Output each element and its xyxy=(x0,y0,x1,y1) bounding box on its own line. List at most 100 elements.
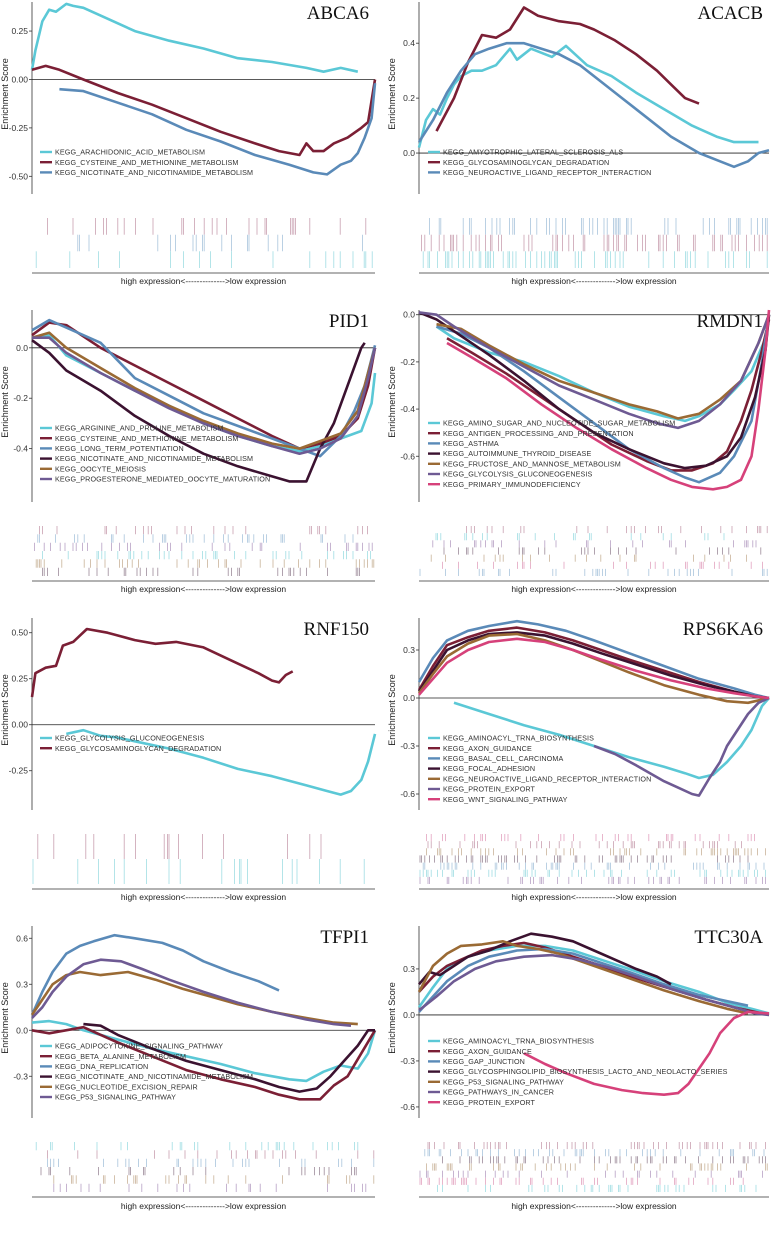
gene-title: ABCA6 xyxy=(307,3,369,24)
legend-label: KEGG_GLYCOLYSIS_GLUCONEOGENESIS xyxy=(55,734,205,743)
y-tick-label: 0.3 xyxy=(403,964,415,974)
legend-label: KEGG_AMINOACYL_TRNA_BIOSYNTHESIS xyxy=(443,1037,594,1046)
y-axis-label: Enrichment Score xyxy=(0,982,10,1054)
legend-label: KEGG_NICOTINATE_AND_NICOTINAMIDE_METABOL… xyxy=(55,168,253,177)
es-curve-kegg-cysteine-and-methionine-metabolism xyxy=(31,64,377,157)
y-tick-label: 0.3 xyxy=(16,979,28,989)
hit-barcode xyxy=(35,218,373,268)
x-axis-label: high expression<-------------->low expre… xyxy=(511,1201,677,1211)
y-tick-label: 0.0 xyxy=(16,1025,28,1035)
legend-label: KEGG_BETA_ALANINE_METABOLISM xyxy=(55,1052,186,1061)
gene-title: PID1 xyxy=(329,311,369,332)
legend-label: KEGG_AXON_GUIDANCE xyxy=(443,744,532,753)
es-curve-kegg-glycosaminoglycan-degradation xyxy=(435,6,700,132)
es-curve-kegg-neuroactive-ligand-receptor-interaction xyxy=(417,632,770,705)
es-curve-kegg-protein-export xyxy=(593,696,770,797)
y-tick-label: 0.25 xyxy=(11,674,28,684)
es-curve-kegg-p53-signaling-pathway xyxy=(417,940,749,1015)
legend-label: KEGG_PROTEIN_EXPORT xyxy=(443,785,536,794)
es-curve-kegg-pathways-in-cancer xyxy=(418,953,770,1017)
es-curve-kegg-nicotinate-and-nicotinamide-metabolism xyxy=(59,83,377,176)
panel-rmdn1: 0.0 -0.2 -0.4 -0.6 Enrichment Score RMDN1 KEGG… xyxy=(387,309,771,594)
x-axis-label: high expression<-------------->low expre… xyxy=(511,276,677,286)
legend-label: KEGG_AMINOACYL_TRNA_BIOSYNTHESIS xyxy=(443,734,594,743)
legend-label: KEGG_GLYCOSAMINOGLYCAN_DEGRADATION xyxy=(55,744,221,753)
legend-label: KEGG_PATHWAYS_IN_CANCER xyxy=(443,1088,554,1097)
y-tick-label: -0.2 xyxy=(13,393,28,403)
legend-label: KEGG_GLYCOLYSIS_GLUCONEOGENESIS xyxy=(443,470,593,479)
es-curve-kegg-wnt-signaling-pathway xyxy=(418,637,770,700)
es-curve-kegg-autoimmune-thyroid-disease xyxy=(418,311,771,470)
legend-label: KEGG_PRIMARY_IMMUNODEFICIENCY xyxy=(443,480,581,489)
es-curve-kegg-glycolysis-gluconeogenesis xyxy=(418,311,771,430)
y-tick-label: 0.3 xyxy=(403,645,415,655)
y-tick-label: -0.25 xyxy=(9,766,29,776)
hit-barcode xyxy=(34,526,375,576)
y-tick-label: -0.2 xyxy=(400,357,415,367)
y-tick-label: -0.50 xyxy=(9,171,29,181)
es-curve-kegg-primary-immunodeficiency xyxy=(446,309,771,491)
es-curve-kegg-beta-alanine-metabolism xyxy=(31,1025,377,1101)
gene-title: TFPI1 xyxy=(320,927,369,948)
es-curve-kegg-long-term-potentiation xyxy=(31,318,377,458)
legend-label: KEGG_DNA_REPLICATION xyxy=(55,1062,148,1071)
legend-label: KEGG_OOCYTE_MEIOSIS xyxy=(55,464,146,473)
es-curve-kegg-focal-adhesion xyxy=(417,631,770,700)
hit-barcode xyxy=(419,834,766,884)
legend-label: KEGG_P53_SIGNALING_PATHWAY xyxy=(55,1093,176,1102)
es-curve-kegg-glycolysis-gluconeogenesis xyxy=(66,728,377,796)
es-curve-kegg-protein-export xyxy=(523,1010,770,1096)
legend-label: KEGG_AUTOIMMUNE_THYROID_DISEASE xyxy=(443,449,591,458)
gene-title: ACACB xyxy=(698,3,763,24)
y-tick-label: 0.4 xyxy=(403,38,415,48)
es-curve-kegg-axon-guidance xyxy=(418,941,770,1017)
legend-label: KEGG_BASAL_CELL_CARCINOMA xyxy=(443,754,563,763)
panel-acacb: 0.4 0.2 0.0 Enrichment Score ACACB KEGG_AMYOT… xyxy=(387,2,770,286)
panel-rps6ka6: 0.3 0.0 -0.3 -0.6 Enrichment Score RPS6KA6 KEG… xyxy=(387,618,770,902)
panel-tfpi1: 0.6 0.3 0.0 -0.3 Enrichment Score TFPI1 KEGG_A… xyxy=(0,926,377,1211)
panel-ttc30a: 0.3 0.0 -0.3 -0.6 Enrichment Score TTC30A KEGG… xyxy=(387,926,770,1211)
x-axis-label: high expression<-------------->low expre… xyxy=(511,892,677,902)
x-axis-label: high expression<-------------->low expre… xyxy=(121,1201,287,1211)
y-tick-label: 0.0 xyxy=(403,148,415,158)
legend-label: KEGG_NEUROACTIVE_LIGAND_RECEPTOR_INTERAC… xyxy=(443,168,651,177)
y-tick-label: -0.6 xyxy=(400,451,415,461)
legend-label: KEGG_WNT_SIGNALING_PATHWAY xyxy=(443,795,568,804)
es-curve-kegg-arachidonic-acid-metabolism xyxy=(30,2,359,73)
hit-barcode xyxy=(419,526,768,576)
y-tick-label: 0.25 xyxy=(11,26,28,36)
legend-label: KEGG_CYSTEINE_AND_METHIONINE_METABOLISM xyxy=(55,434,239,443)
legend-label: KEGG_NICOTINATE_AND_NICOTINAMIDE_METABOL… xyxy=(55,454,253,463)
es-curve-kegg-neuroactive-ligand-receptor-interaction xyxy=(417,41,770,169)
legend-label: KEGG_AMYOTROPHIC_LATERAL_SCLEROSIS_ALS xyxy=(443,148,623,157)
legend-label: KEGG_ADIPOCYTOKINE_SIGNALING_PATHWAY xyxy=(55,1042,223,1051)
legend-label: KEGG_P53_SIGNALING_PATHWAY xyxy=(443,1077,564,1086)
legend-label: KEGG_AXON_GUIDANCE xyxy=(443,1047,532,1056)
es-curve-kegg-asthma xyxy=(436,314,771,484)
y-tick-label: 0.00 xyxy=(11,720,28,730)
legend-label: KEGG_PROTEIN_EXPORT xyxy=(443,1098,536,1107)
y-tick-label: -0.6 xyxy=(400,789,415,799)
gene-title: TTC30A xyxy=(694,927,763,948)
legend-label: KEGG_ARACHIDONIC_ACID_METABOLISM xyxy=(55,148,205,157)
es-curve-kegg-nicotinate-and-nicotinamide-metabolism xyxy=(83,1022,375,1093)
panel-rnf150: 0.50 0.25 0.00 -0.25 Enrichment Score RNF150 K… xyxy=(0,618,377,902)
legend-label: KEGG_ANTIGEN_PROCESSING_AND_PRESENTATION xyxy=(443,429,634,438)
x-axis-label: high expression<-------------->low expre… xyxy=(511,584,677,594)
y-axis-label: Enrichment Score xyxy=(387,58,397,130)
y-axis-label: Enrichment Score xyxy=(0,674,10,746)
y-tick-label: -0.4 xyxy=(400,404,415,414)
y-axis-label: Enrichment Score xyxy=(387,982,397,1054)
gene-title: RPS6KA6 xyxy=(683,619,763,640)
es-curve-kegg-basal-cell-carcinoma xyxy=(417,619,770,700)
es-curve-kegg-amyotrophic-lateral-sclerosis-als xyxy=(417,44,759,148)
gene-title: RNF150 xyxy=(304,619,369,640)
es-curve-kegg-glycosaminoglycan-degradation xyxy=(30,627,294,698)
y-axis-label: Enrichment Score xyxy=(387,366,397,438)
es-curve-kegg-nicotinate-and-nicotinamide-metabolism xyxy=(31,339,366,483)
legend-label: KEGG_FRUCTOSE_AND_MANNOSE_METABOLISM xyxy=(443,459,621,468)
es-curve-kegg-nucleotide-excision-repair xyxy=(30,970,358,1026)
y-tick-label: 0.0 xyxy=(403,310,415,320)
